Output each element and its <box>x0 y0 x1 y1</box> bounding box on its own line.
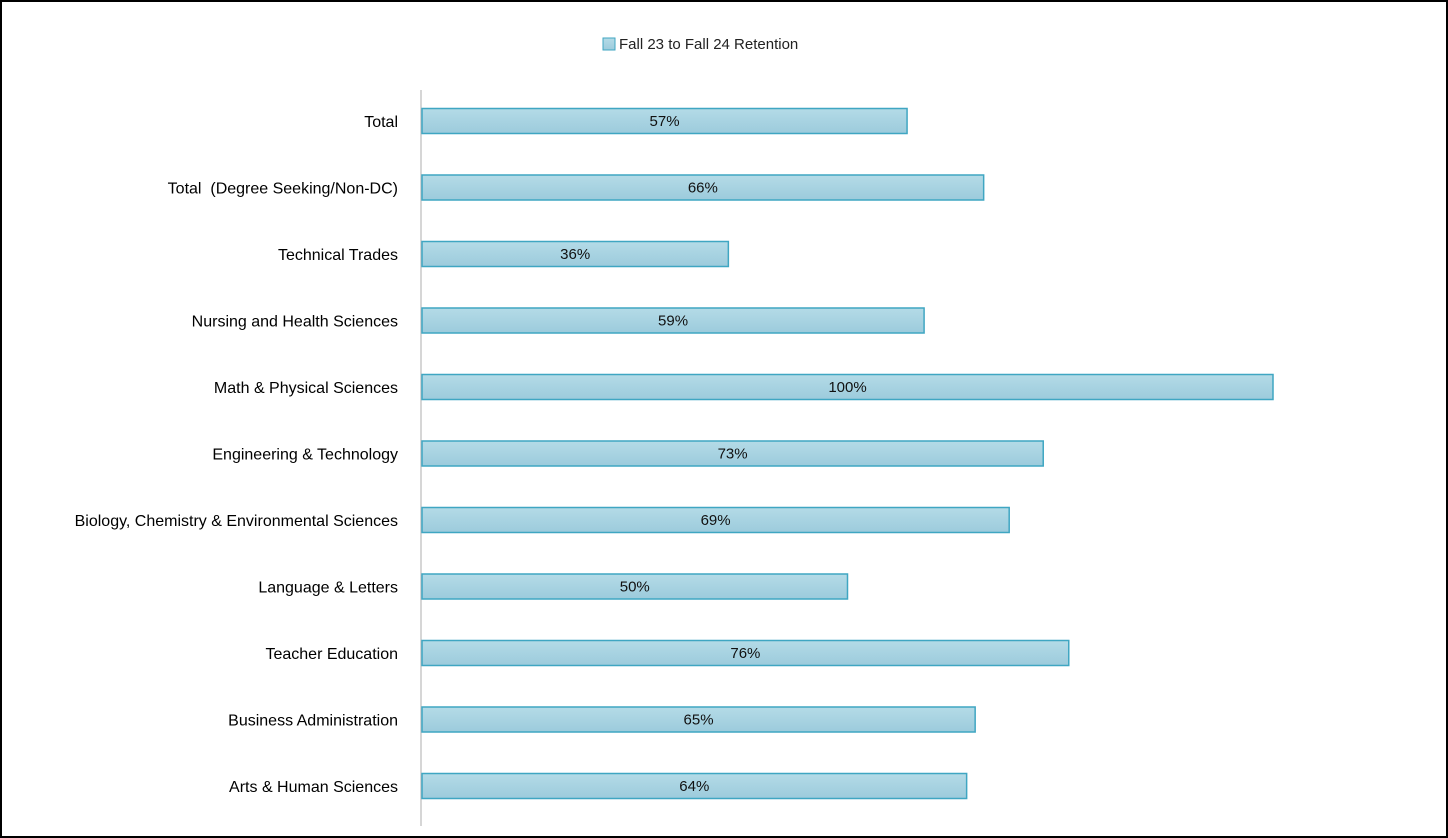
bar <box>421 307 925 334</box>
category-label: Teacher Education <box>265 646 398 663</box>
data-label: 57% <box>650 113 680 130</box>
data-label: 59% <box>658 313 688 330</box>
bar <box>421 772 968 800</box>
bar <box>421 373 1274 401</box>
data-label: 73% <box>718 446 748 463</box>
category-label: Technical Trades <box>278 247 398 264</box>
category-label: Math & Physical Sciences <box>214 380 398 397</box>
category-label: Total (Degree Seeking/Non-DC) <box>168 181 398 198</box>
category-label: Nursing and Health Sciences <box>192 314 398 331</box>
category-label: Biology, Chemistry & Environmental Scien… <box>75 513 398 530</box>
bar <box>421 174 985 201</box>
category-label: Arts & Human Sciences <box>229 779 398 796</box>
bar <box>421 240 730 268</box>
data-label: 65% <box>684 712 714 729</box>
data-label: 64% <box>679 778 709 795</box>
bar <box>421 573 849 600</box>
bar <box>421 440 1044 467</box>
bars <box>421 107 1274 800</box>
bar <box>421 506 1010 534</box>
bar <box>421 107 908 135</box>
data-label: 36% <box>560 246 590 263</box>
data-label: 66% <box>688 180 718 197</box>
category-label: Language & Letters <box>258 580 398 597</box>
bar <box>421 639 1070 667</box>
legend-label: Fall 23 to Fall 24 Retention <box>619 36 798 53</box>
legend-swatch <box>602 37 616 51</box>
data-label: 50% <box>620 579 650 596</box>
category-label: Total <box>364 114 398 131</box>
category-labels: Total Total (Degree Seeking/Non-DC) Techni… <box>75 114 398 796</box>
chart-legend: Fall 23 to Fall 24 Retention <box>602 36 798 53</box>
category-label: Engineering & Technology <box>212 447 398 464</box>
data-label: 100% <box>828 379 866 396</box>
data-label: 76% <box>730 645 760 662</box>
data-label: 69% <box>701 512 731 529</box>
bar <box>421 706 976 733</box>
data-labels: 57% 66% 36% 59% 100% 73% 69% 50% 76% 65% 64% <box>560 113 867 795</box>
category-label: Business Administration <box>228 713 398 730</box>
